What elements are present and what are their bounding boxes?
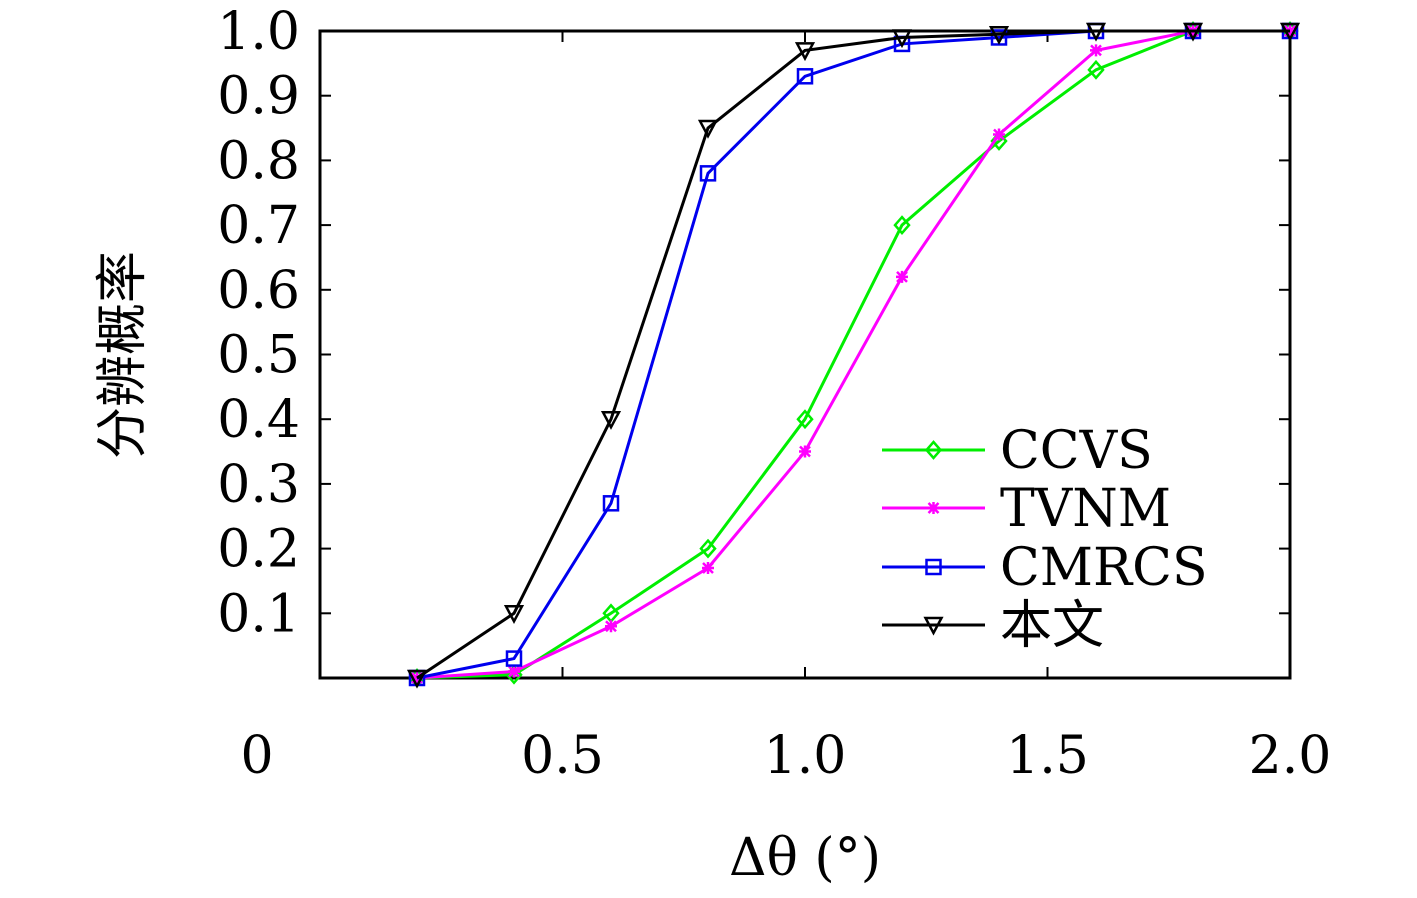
legend-swatch-marker [925, 558, 942, 576]
data-point [600, 410, 622, 430]
series-line [416, 29, 1290, 680]
data-point [699, 165, 717, 182]
data-point [794, 42, 816, 62]
data-point [893, 215, 911, 235]
x-tick-label: 0.5 [521, 726, 604, 786]
series-layer [406, 21, 1301, 689]
data-point [697, 119, 719, 139]
data-point [1085, 22, 1107, 42]
data-point [988, 25, 1010, 45]
legend-entry: 本文 [882, 596, 1104, 656]
y-tick-label: 0.3 [217, 455, 300, 515]
data-point [1279, 22, 1301, 42]
data-point [1087, 59, 1105, 80]
series-本文 [406, 22, 1301, 689]
legend-label: TVNM [1000, 479, 1171, 539]
x-tick-label: 1.5 [1006, 726, 1089, 786]
x-axis-title: Δθ (°) [729, 828, 881, 888]
data-point [602, 495, 620, 512]
y-tick-label: 0.8 [217, 131, 300, 191]
data-point [993, 128, 1005, 141]
data-point [406, 669, 428, 689]
data-point [891, 29, 913, 49]
legend-swatch-marker [923, 616, 944, 636]
legend-swatch-marker [927, 502, 940, 514]
y-tick-label: 0.1 [217, 584, 300, 644]
y-tick-label: 0.9 [217, 67, 300, 127]
legend-swatch-marker [924, 440, 943, 460]
legend-entry: TVNM [882, 479, 1171, 539]
data-point [699, 538, 717, 559]
data-point [702, 562, 714, 575]
data-point [605, 620, 617, 633]
legend-label: CCVS [1000, 421, 1153, 481]
y-axis-ticks: 0.10.20.30.40.50.60.70.80.91.0 [217, 2, 1290, 644]
legend-label: 本文 [1000, 596, 1104, 656]
data-point [796, 68, 814, 85]
data-point [508, 665, 520, 678]
y-tick-label: 0.5 [217, 326, 300, 386]
legend-entry: CCVS [882, 421, 1153, 481]
legend-entry: CMRCS [882, 538, 1208, 598]
data-point [799, 445, 811, 458]
data-point [505, 650, 523, 667]
series-line [416, 29, 1290, 680]
data-point [1182, 22, 1204, 42]
y-tick-label: 1.0 [217, 2, 300, 62]
y-tick-label: 0.4 [217, 390, 300, 450]
origin-label: 0 [240, 726, 273, 786]
x-tick-label: 1.0 [764, 726, 847, 786]
series-line [416, 29, 1290, 680]
data-point [896, 270, 908, 283]
x-axis-ticks: 0.5 1.0 1.5 2.0 0 [240, 31, 1331, 786]
data-point [1090, 44, 1102, 57]
y-tick-label: 0.7 [217, 196, 300, 256]
data-point [503, 605, 525, 624]
data-point [796, 409, 814, 430]
y-axis-title: 分辨概率 [93, 251, 153, 459]
legend-label: CMRCS [1000, 538, 1208, 598]
y-tick-label: 0.2 [217, 520, 300, 580]
y-tick-label: 0.6 [217, 261, 300, 321]
x-tick-label: 2.0 [1249, 726, 1332, 786]
